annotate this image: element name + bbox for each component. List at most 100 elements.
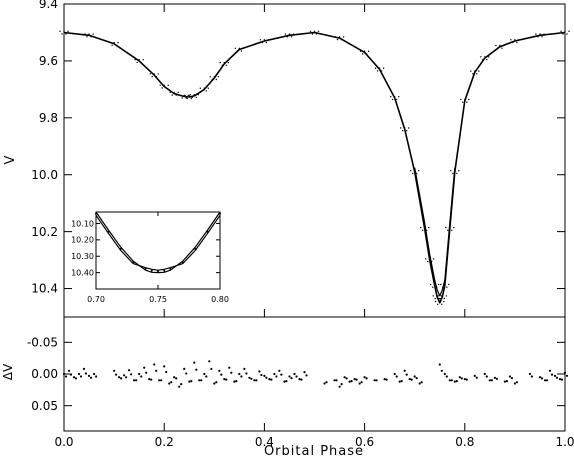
main-data-point xyxy=(452,172,454,175)
residual-data-point xyxy=(205,375,208,378)
residual-data-point xyxy=(170,381,173,384)
residual-data-point xyxy=(355,378,358,381)
main-y-tick-label: 10.4 xyxy=(31,282,58,296)
main-data-point xyxy=(61,33,63,35)
residual-data-point xyxy=(79,375,83,378)
residual-axis-ticks: 0.0 0.2 0.4 0.6 0.8 1.0 -0.05 0.00 0.05 xyxy=(27,336,574,449)
residual-data-point xyxy=(515,381,519,384)
inset-model-curve xyxy=(95,211,221,274)
main-data-point xyxy=(466,101,468,103)
main-data-point xyxy=(197,94,199,96)
residual-data-point xyxy=(220,373,223,376)
residual-data-point xyxy=(448,379,451,382)
main-data-point xyxy=(430,283,432,286)
residual-data-point xyxy=(158,379,161,382)
residual-data-point xyxy=(180,383,183,386)
residual-data-point xyxy=(438,363,441,366)
residual-data-point xyxy=(275,375,278,378)
residual-data-point xyxy=(183,367,186,370)
main-data-point xyxy=(454,170,456,172)
residual-data-point xyxy=(178,385,181,388)
residual-data-point xyxy=(160,379,163,382)
residual-data-point xyxy=(74,377,78,380)
main-data-point xyxy=(111,44,113,46)
main-data-point xyxy=(288,33,291,35)
inset-y-tick-label: 10.10 xyxy=(71,219,94,228)
main-data-point xyxy=(434,297,436,300)
residual-x-tick-label: 0.2 xyxy=(155,435,174,449)
main-data-point xyxy=(238,47,240,49)
main-data-point xyxy=(474,70,476,72)
main-data-point xyxy=(290,36,293,38)
main-data-point xyxy=(149,73,151,75)
residual-data-point xyxy=(385,378,388,381)
residual-data-point xyxy=(270,378,273,381)
inset-data-point xyxy=(107,230,110,233)
main-data-point xyxy=(392,98,394,101)
residual-data-point xyxy=(445,375,448,378)
main-light-curve-panel: 9.4 9.6 9.8 10.0 10.2 10.4 V xyxy=(3,0,570,318)
main-data-point xyxy=(140,61,142,64)
residual-data-point xyxy=(325,381,328,384)
main-data-point xyxy=(184,95,186,97)
main-data-point xyxy=(367,50,370,52)
main-data-point xyxy=(441,295,443,297)
residual-data-point xyxy=(238,372,241,376)
inset-axis-ticks: 0.70 0.75 0.80 10.10 10.20 10.30 10.40 xyxy=(71,212,229,304)
residual-data-point xyxy=(235,380,238,383)
residual-data-point xyxy=(305,374,308,377)
residual-data-point xyxy=(168,382,171,385)
residual-data-point xyxy=(228,366,231,369)
residual-data-point xyxy=(290,377,293,380)
main-data-point xyxy=(376,70,379,72)
residual-data-point xyxy=(72,376,76,379)
residual-data-point xyxy=(190,380,193,383)
main-data-point xyxy=(142,59,144,61)
residual-data-point xyxy=(473,374,476,377)
residual-data-point xyxy=(493,376,496,379)
residual-data-point xyxy=(508,375,511,378)
residual-data-point xyxy=(148,378,151,381)
residual-data-point xyxy=(555,376,559,379)
main-data-point xyxy=(543,33,545,35)
main-data-point xyxy=(161,87,163,89)
main-data-point xyxy=(432,286,434,288)
main-data-point xyxy=(234,47,236,49)
main-data-point xyxy=(240,50,243,52)
main-data-point xyxy=(398,96,400,98)
residual-data-point xyxy=(410,378,413,381)
main-data-point xyxy=(181,97,183,99)
residual-data-point xyxy=(420,381,423,384)
main-data-point xyxy=(518,39,520,41)
main-data-point xyxy=(437,303,439,305)
main-y-tick-label: 9.8 xyxy=(39,111,58,125)
main-axis-ticks: 9.4 9.6 9.8 10.0 10.2 10.4 xyxy=(31,0,566,317)
residual-data-point xyxy=(268,378,271,381)
main-data-point xyxy=(442,286,444,288)
main-data-point xyxy=(439,297,441,300)
main-data-point xyxy=(470,70,472,72)
residual-data-point xyxy=(343,376,346,379)
main-data-point xyxy=(63,30,65,32)
residual-data-point xyxy=(280,373,283,376)
residual-data-point xyxy=(373,379,376,382)
residual-data-point xyxy=(350,380,353,383)
residual-data-point xyxy=(510,377,513,380)
main-data-point xyxy=(418,170,420,172)
residual-data-point xyxy=(358,382,361,385)
inset-model-curves xyxy=(95,211,221,274)
residual-data-point xyxy=(143,366,146,369)
main-data-point xyxy=(188,95,190,97)
main-data-point xyxy=(165,87,167,89)
inset-data-point xyxy=(181,261,184,264)
main-data-point xyxy=(410,170,412,172)
main-data-point xyxy=(134,59,136,61)
residual-data-point xyxy=(335,379,338,382)
residual-data-point xyxy=(453,380,456,383)
residual-data-point xyxy=(265,376,268,379)
main-data-point xyxy=(159,84,161,87)
main-data-point xyxy=(416,172,418,175)
residual-x-tick-label: 0.0 xyxy=(54,435,73,449)
residual-data-point xyxy=(298,378,301,381)
main-data-point xyxy=(155,75,157,78)
